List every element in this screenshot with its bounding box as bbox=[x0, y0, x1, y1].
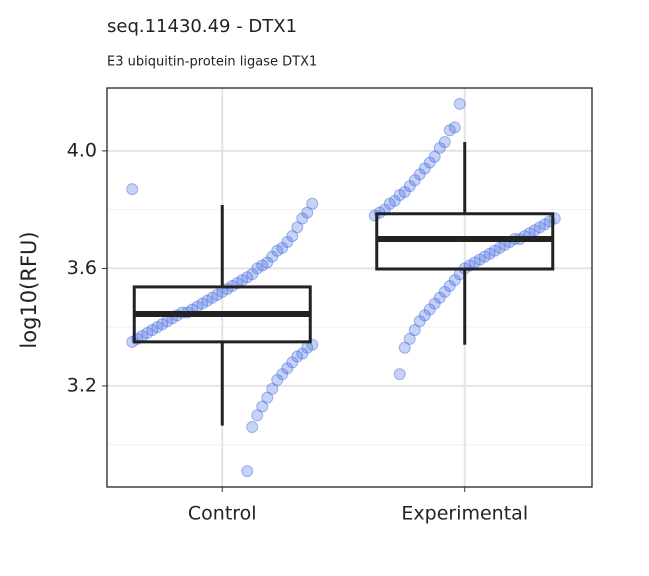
data-point bbox=[246, 421, 259, 434]
data-point bbox=[271, 244, 284, 257]
data-point bbox=[418, 309, 431, 322]
data-point bbox=[433, 291, 446, 304]
data-point bbox=[271, 374, 284, 387]
data-point bbox=[241, 465, 254, 478]
data-point bbox=[398, 186, 411, 199]
chart-title: seq.11430.49 - DTX1 bbox=[107, 16, 297, 37]
y-tick-label: 4.0 bbox=[67, 139, 97, 161]
data-point bbox=[251, 262, 264, 275]
data-point bbox=[443, 280, 456, 293]
data-point bbox=[291, 221, 304, 234]
data-point bbox=[413, 168, 426, 181]
data-point bbox=[156, 318, 169, 331]
data-point bbox=[251, 409, 264, 422]
data-point bbox=[286, 356, 299, 369]
data-point bbox=[151, 321, 164, 334]
data-point bbox=[438, 136, 451, 149]
data-point bbox=[418, 162, 431, 175]
data-point bbox=[403, 180, 416, 193]
data-point bbox=[146, 324, 159, 337]
data-point bbox=[428, 150, 441, 163]
data-point bbox=[296, 212, 309, 225]
data-point bbox=[256, 400, 269, 413]
data-point bbox=[453, 97, 466, 110]
data-point bbox=[393, 188, 406, 201]
data-point bbox=[266, 250, 279, 263]
data-point bbox=[483, 247, 496, 260]
data-point bbox=[538, 218, 551, 231]
data-point bbox=[276, 241, 289, 254]
data-point bbox=[281, 362, 294, 375]
data-point bbox=[291, 350, 304, 363]
data-point bbox=[276, 368, 289, 381]
data-point bbox=[306, 197, 319, 210]
data-point bbox=[448, 274, 461, 287]
data-point bbox=[368, 209, 381, 222]
data-point bbox=[438, 285, 451, 298]
data-point bbox=[443, 124, 456, 137]
chart-subtitle: E3 ubiquitin-protein ligase DTX1 bbox=[107, 55, 317, 70]
plot-frame bbox=[106, 87, 593, 488]
data-point bbox=[256, 259, 269, 272]
data-point bbox=[286, 230, 299, 243]
data-point bbox=[448, 121, 461, 134]
data-point bbox=[301, 206, 314, 219]
data-point bbox=[126, 183, 139, 196]
x-tick-label: Control bbox=[188, 503, 257, 525]
x-tick-label: Experimental bbox=[401, 503, 528, 525]
data-point bbox=[398, 341, 411, 354]
data-point bbox=[408, 324, 421, 337]
data-point bbox=[403, 332, 416, 345]
data-point bbox=[478, 250, 491, 263]
data-point bbox=[241, 271, 254, 284]
y-axis-label: log10(RFU) bbox=[17, 231, 41, 348]
data-point bbox=[211, 288, 224, 301]
data-point bbox=[533, 221, 546, 234]
data-point bbox=[261, 391, 274, 404]
data-point bbox=[141, 327, 154, 340]
data-point bbox=[528, 224, 541, 237]
data-point bbox=[383, 197, 396, 210]
data-point bbox=[388, 194, 401, 207]
data-point bbox=[408, 174, 421, 187]
data-point bbox=[423, 156, 436, 169]
data-point bbox=[393, 368, 406, 381]
data-point bbox=[201, 294, 214, 307]
data-point bbox=[246, 268, 259, 281]
data-point bbox=[488, 244, 501, 257]
data-point bbox=[296, 347, 309, 360]
data-point bbox=[266, 382, 279, 395]
data-point bbox=[206, 291, 219, 304]
data-point bbox=[261, 256, 274, 269]
data-point bbox=[196, 297, 209, 310]
data-point bbox=[473, 253, 486, 266]
y-tick-label: 3.6 bbox=[67, 257, 97, 279]
data-point bbox=[428, 297, 441, 310]
y-tick-label: 3.2 bbox=[67, 374, 97, 396]
data-point bbox=[433, 141, 446, 154]
data-point bbox=[413, 315, 426, 328]
data-point bbox=[493, 241, 506, 254]
data-point bbox=[423, 303, 436, 316]
data-point bbox=[281, 235, 294, 248]
